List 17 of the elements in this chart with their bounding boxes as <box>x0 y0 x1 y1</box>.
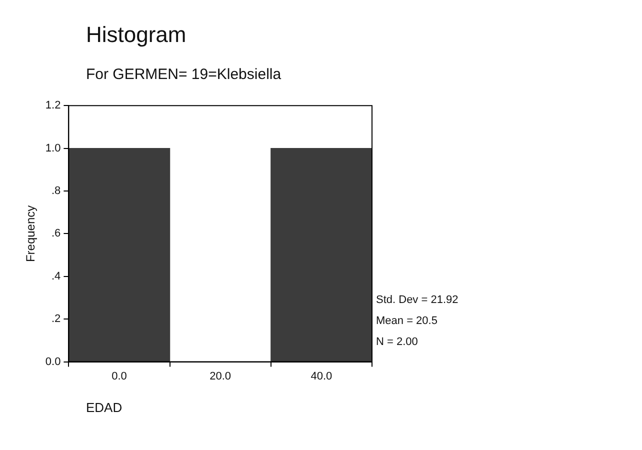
x-tick-label: 20.0 <box>210 370 232 382</box>
y-tick-label: .8 <box>52 185 61 198</box>
y-tick-label: .4 <box>52 270 61 282</box>
chart-subtitle: For GERMEN= 19=Klebsiella <box>86 66 282 83</box>
chart-title: Histogram <box>86 22 186 48</box>
text: Std. Dev = 21.92 <box>376 293 458 308</box>
y-tick-label: .6 <box>52 228 61 240</box>
y-tick-label: .2 <box>52 313 61 326</box>
y-tick-label: 1.0 <box>45 142 61 154</box>
x-tick-label: 40.0 <box>310 370 332 382</box>
text: Mean = 20.5 <box>376 314 438 329</box>
y-axis-title: Frequency <box>24 205 38 262</box>
y-tick-label: 1.2 <box>45 100 61 112</box>
x-axis-title: EDAD <box>86 400 122 415</box>
x-tick-label: 0.0 <box>112 370 127 382</box>
y-tick-label: 0.0 <box>45 356 61 368</box>
text: N = 2.00 <box>376 335 419 350</box>
